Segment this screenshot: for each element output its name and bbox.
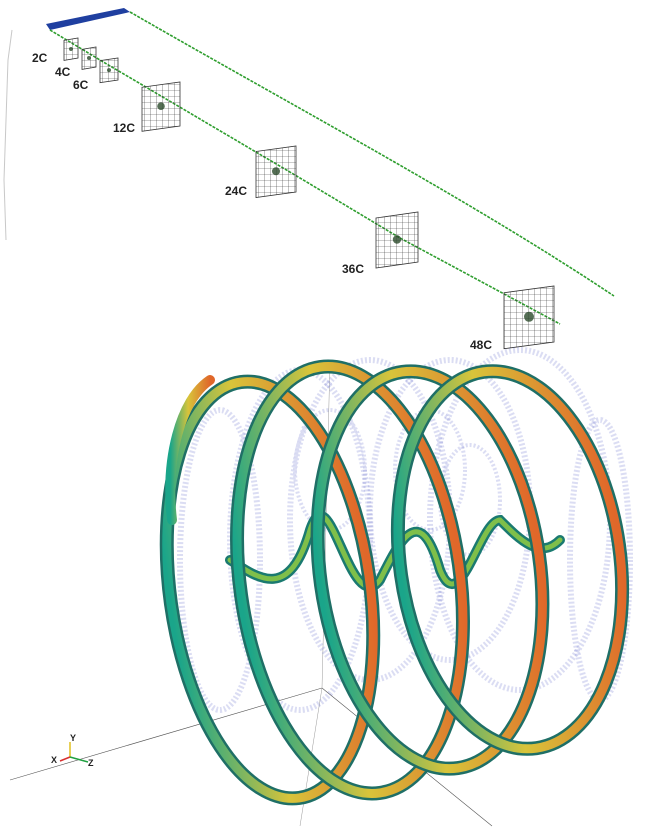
station-label-12c: 12C — [113, 121, 135, 135]
station-grid-4c — [81, 46, 97, 70]
axes-triad: Y X Z — [51, 733, 94, 768]
station-label-4c: 4C — [55, 65, 71, 79]
helix-loop-2 — [230, 359, 470, 801]
helix-loop-3 — [310, 364, 550, 776]
z-axis-arrow — [69, 756, 89, 763]
background-edge — [3, 29, 13, 241]
x-axis-arrow — [59, 756, 71, 762]
blade-block — [46, 8, 130, 30]
station-label-2c: 2C — [32, 51, 48, 65]
station-grid-6c — [99, 57, 119, 84]
x-axis-label: X — [51, 755, 57, 765]
station-label-24c: 24C — [225, 184, 247, 198]
helix-start-segment — [165, 375, 215, 525]
y-axis-label: Y — [70, 733, 76, 743]
iso-shell — [393, 408, 467, 532]
station-grid-2c — [63, 37, 79, 61]
station-grid-48c — [503, 285, 555, 350]
station-label-48c: 48C — [470, 338, 492, 352]
wake-line-upper — [129, 11, 615, 297]
iso-shell — [177, 407, 263, 713]
z-axis-label: Z — [88, 758, 94, 768]
station-grids — [63, 37, 555, 350]
station-label-36c: 36C — [342, 262, 364, 276]
iso-shell — [227, 367, 373, 713]
iso-shell — [567, 417, 633, 703]
station-grid-24c — [255, 145, 297, 198]
station-label-6c: 6C — [73, 78, 89, 92]
helix-loop-4 — [390, 364, 630, 756]
wake-line-lower — [49, 29, 561, 325]
helix-tubes — [159, 359, 630, 806]
station-grid-12c — [141, 81, 181, 132]
helix-loop-1 — [159, 374, 381, 806]
iso-shell — [293, 408, 367, 532]
bottom-panel-vortex-render: Y X Z — [9, 347, 633, 827]
station-grid-36c — [375, 211, 419, 269]
